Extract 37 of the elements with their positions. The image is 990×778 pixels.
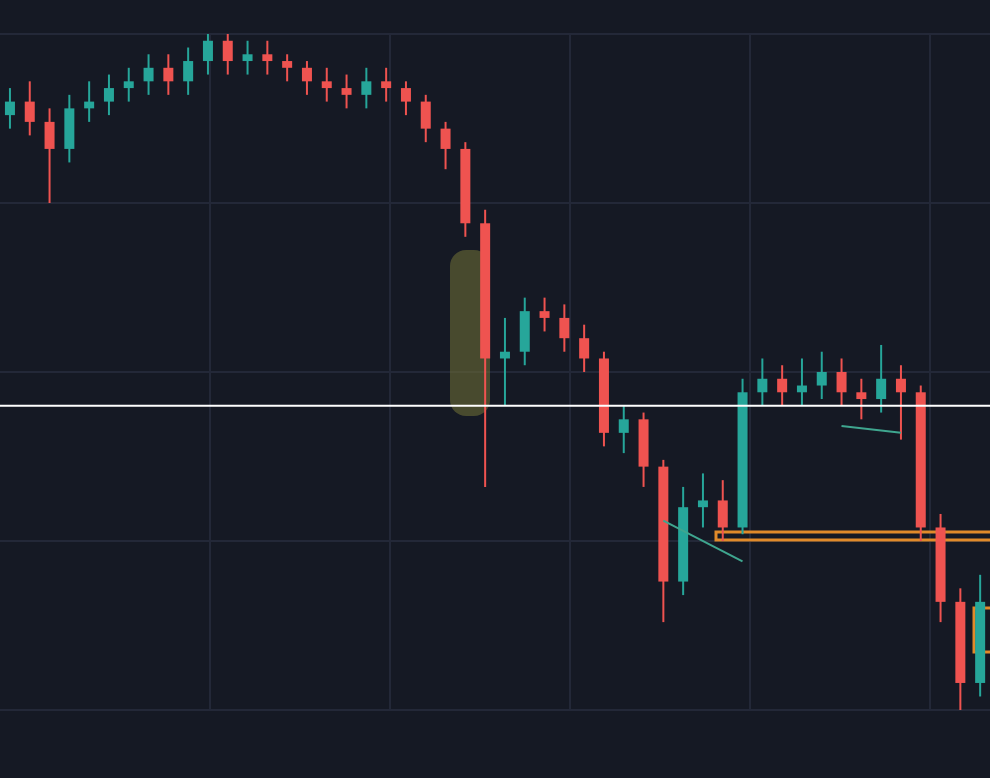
candlestick — [816, 350, 827, 401]
candlestick — [519, 296, 530, 367]
candlestick — [301, 60, 312, 96]
candlestick — [341, 73, 352, 110]
candlestick — [618, 404, 629, 455]
candlestick — [717, 479, 728, 542]
candlestick — [876, 343, 887, 414]
candlestick — [381, 66, 392, 103]
candlestick — [24, 80, 35, 137]
candlestick — [4, 87, 15, 130]
candlestick — [420, 93, 431, 144]
candlestick — [282, 53, 293, 83]
candlestick — [638, 411, 649, 488]
candlestick — [183, 46, 194, 96]
candlestick — [440, 120, 451, 171]
candlestick — [222, 34, 233, 76]
candlestick — [539, 296, 550, 333]
candlestick — [242, 39, 253, 76]
candlestick — [123, 66, 134, 103]
candlestick — [163, 53, 174, 96]
candlestick — [856, 377, 867, 421]
candlestick — [836, 357, 847, 407]
candlestick — [777, 364, 788, 407]
candlestick — [895, 364, 906, 441]
candlestick — [579, 323, 590, 373]
candlestick — [64, 93, 75, 164]
candlestick — [321, 66, 332, 103]
candlestick — [400, 80, 411, 117]
candlestick — [262, 39, 273, 76]
candlestick — [697, 472, 708, 529]
candlestick — [757, 357, 768, 407]
candlestick — [361, 66, 372, 110]
candlestick — [202, 34, 213, 76]
candlestick — [143, 53, 154, 96]
candlestick — [44, 107, 55, 204]
candlestick — [103, 73, 114, 117]
candlestick — [559, 303, 570, 353]
